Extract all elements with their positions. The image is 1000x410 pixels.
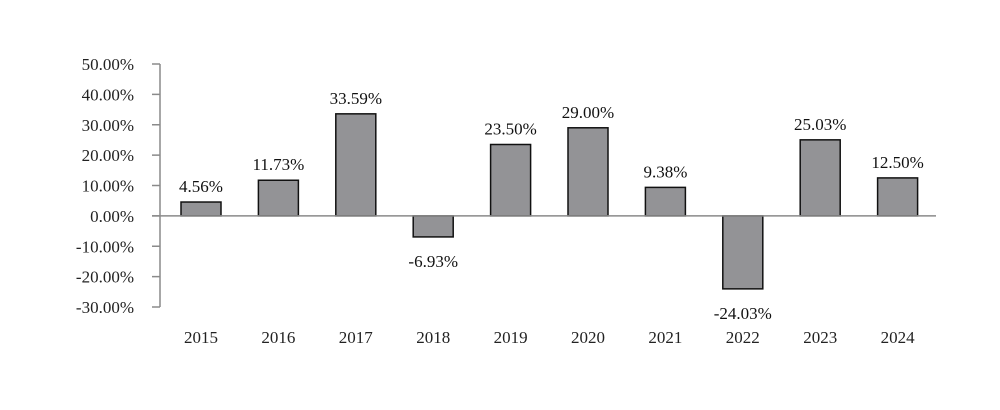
- data-label-2023: 25.03%: [794, 115, 846, 134]
- bars: [180, 113, 919, 290]
- data-label-2016: 11.73%: [253, 155, 305, 174]
- y-axis: 50.00% 40.00% 30.00% 20.00% 10.00% 0.00% -10.0…: [76, 55, 161, 317]
- y-tick-label: 20.00%: [82, 146, 134, 165]
- data-labels: 4.56% 11.73% 33.59% -6.93% 23.50% 29.00% 9.38%…: [179, 89, 924, 323]
- x-tick-label-2021: 2021: [648, 328, 682, 347]
- bar-2023: [799, 139, 841, 217]
- y-tick-label: -20.00%: [76, 268, 134, 287]
- data-label-2018: -6.93%: [408, 252, 458, 271]
- bar-2016: [257, 179, 300, 217]
- y-tick-label: 10.00%: [82, 177, 134, 196]
- x-tick-label-2023: 2023: [803, 328, 837, 347]
- y-tick-label: -30.00%: [76, 298, 134, 317]
- bar-2015: [180, 201, 222, 217]
- data-label-2019: 23.50%: [484, 119, 536, 138]
- x-tick-label-2017: 2017: [339, 328, 374, 347]
- bar-2018: [412, 215, 454, 238]
- bar-2022: [722, 215, 764, 290]
- data-label-2021: 9.38%: [643, 162, 687, 181]
- x-tick-label-2016: 2016: [261, 328, 295, 347]
- y-tick-label: -10.00%: [76, 237, 134, 256]
- y-tick-label: 40.00%: [82, 85, 134, 104]
- bar-2017: [335, 113, 377, 217]
- y-tick-label: 50.00%: [82, 55, 134, 74]
- y-tick-label: 30.00%: [82, 116, 134, 135]
- x-axis-labels: 2015 2016 2017 2018 2019 2020 2021 2022 2023 2024: [184, 328, 915, 347]
- data-label-2015: 4.56%: [179, 177, 223, 196]
- bar-2024: [876, 177, 919, 217]
- data-label-2017: 33.59%: [330, 89, 382, 108]
- x-tick-label-2018: 2018: [416, 328, 450, 347]
- x-tick-label-2024: 2024: [881, 328, 916, 347]
- x-tick-label-2020: 2020: [571, 328, 605, 347]
- bar-2019: [489, 143, 532, 217]
- data-label-2022: -24.03%: [714, 304, 772, 323]
- data-label-2024: 12.50%: [871, 153, 923, 172]
- y-tick-label: 0.00%: [90, 207, 134, 226]
- bar-2021: [644, 186, 687, 217]
- x-tick-label-2015: 2015: [184, 328, 218, 347]
- data-label-2020: 29.00%: [562, 103, 614, 122]
- bar-2020: [567, 127, 609, 217]
- x-tick-label-2022: 2022: [726, 328, 760, 347]
- x-tick-label-2019: 2019: [494, 328, 528, 347]
